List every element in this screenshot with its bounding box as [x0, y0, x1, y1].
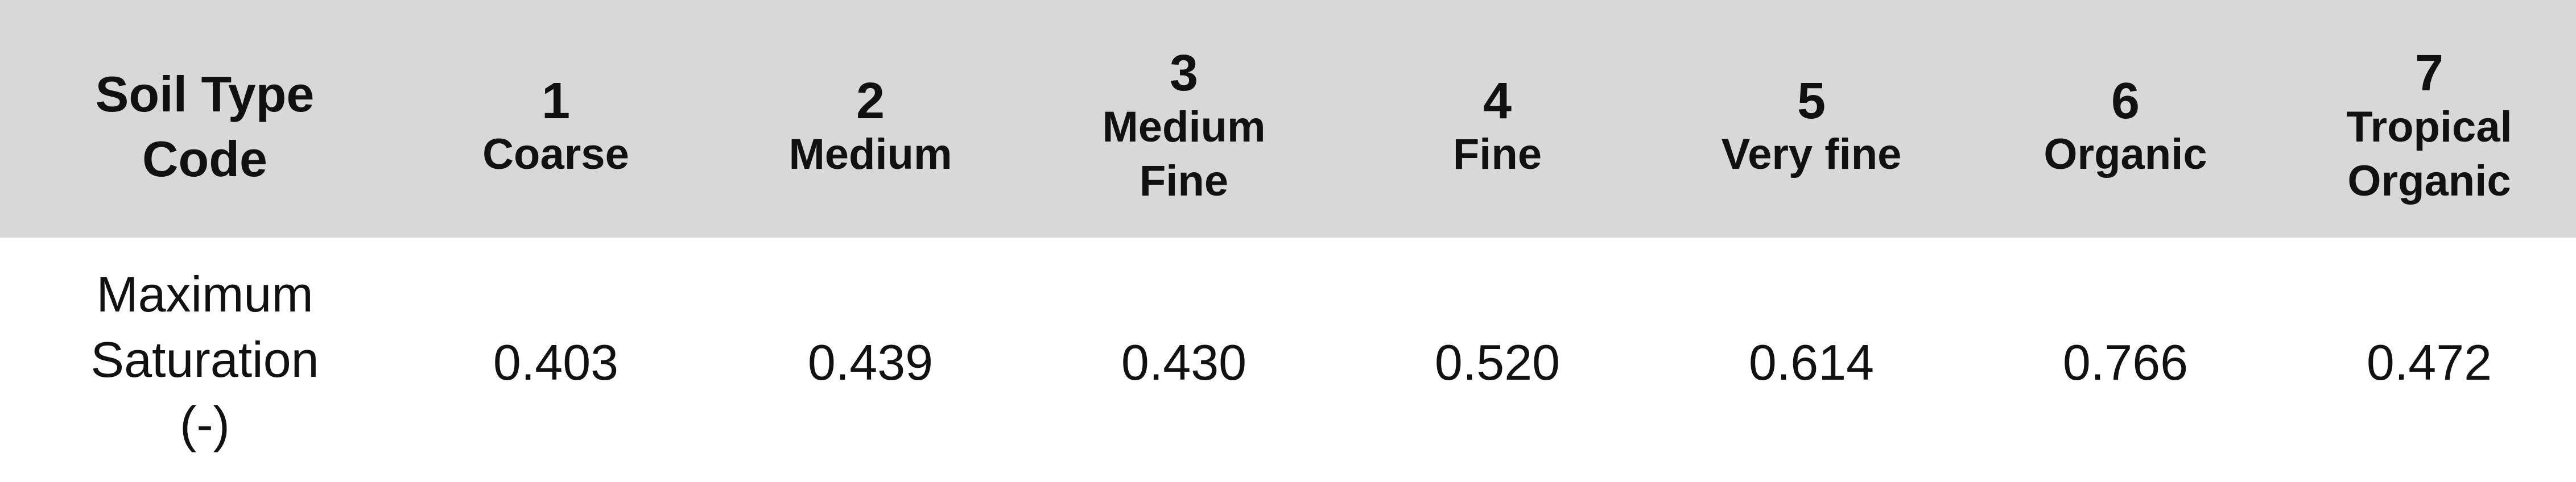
header-col-1-label: Coarse — [482, 130, 629, 178]
header-first-line-2: Code — [142, 131, 267, 187]
header-col-6-label: Organic — [2044, 130, 2207, 178]
header-col-4-number: 4 — [1483, 73, 1512, 130]
row-label-line-2: Saturation — [90, 331, 319, 388]
header-soil-type-code: Soil Type Code — [0, 0, 398, 238]
header-col-3-label-line-1: Medium — [1102, 103, 1266, 152]
header-col-6: 6 Organic — [1968, 0, 2282, 238]
header-col-7-label-line-1: Tropical — [2346, 103, 2512, 152]
row-label-line-1: Maximum — [96, 266, 313, 323]
header-col-5-number: 5 — [1797, 73, 1826, 130]
header-col-1-number: 1 — [541, 73, 571, 130]
header-col-1: 1 Coarse — [398, 0, 713, 238]
header-col-4: 4 Fine — [1340, 0, 1654, 238]
header-col-2: 2 Medium — [713, 0, 1027, 238]
header-col-5-label: Very fine — [1721, 130, 1902, 178]
row-label-line-3: (-) — [180, 396, 230, 453]
value-cell-col-3: 0.430 — [1027, 238, 1340, 482]
header-col-3-label-line-2: Fine — [1139, 157, 1229, 206]
value-cell-col-7: 0.472 — [2282, 238, 2576, 482]
value-cell-col-6: 0.766 — [1968, 238, 2282, 482]
header-col-3-number: 3 — [1169, 44, 1199, 102]
header-col-7: 7 Tropical Organic — [2282, 0, 2576, 238]
header-col-5: 5 Very fine — [1654, 0, 1968, 238]
value-cell-col-5: 0.614 — [1654, 238, 1968, 482]
header-col-6-number: 6 — [2111, 73, 2140, 130]
value-cell-col-4: 0.520 — [1340, 238, 1654, 482]
header-first-line-1: Soil Type — [95, 65, 315, 122]
header-col-2-label: Medium — [789, 130, 952, 178]
value-cell-col-1: 0.403 — [398, 238, 713, 482]
value-cell-col-2: 0.439 — [713, 238, 1027, 482]
header-col-2-number: 2 — [856, 73, 885, 130]
header-col-4-label: Fine — [1452, 130, 1542, 178]
header-col-7-number: 7 — [2414, 44, 2444, 102]
row-label-maximum-saturation: Maximum Saturation (-) — [0, 238, 398, 482]
header-col-7-label-line-2: Organic — [2347, 157, 2511, 206]
header-col-3: 3 Medium Fine — [1027, 0, 1340, 238]
